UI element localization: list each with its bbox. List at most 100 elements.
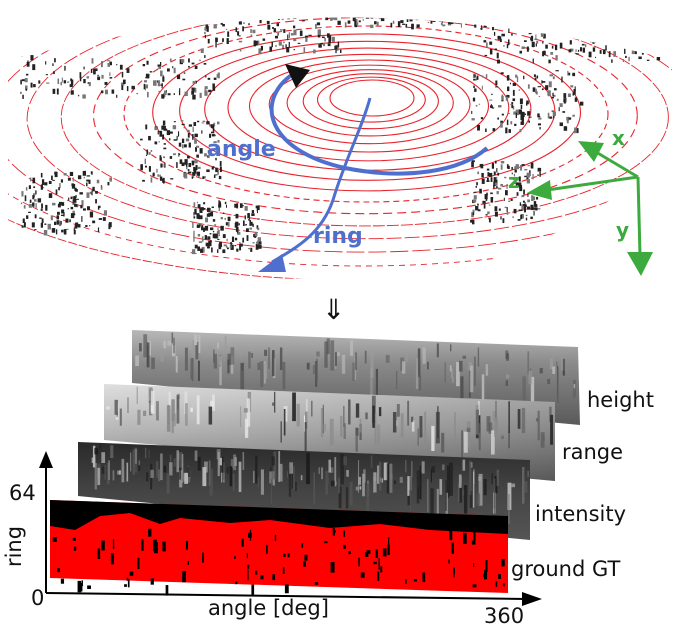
scan-point (486, 180, 490, 182)
scan-point (172, 66, 174, 69)
scan-point (192, 249, 196, 255)
scan-point (394, 10, 396, 12)
scan-point (58, 201, 63, 206)
scan-point (474, 18, 477, 25)
scan-point (518, 176, 521, 182)
scan-point (629, 32, 631, 35)
image-streak (112, 470, 115, 481)
x-axis-arrowhead (578, 141, 604, 162)
ground-speck (451, 542, 454, 554)
scan-point (144, 85, 146, 91)
scan-point (507, 86, 510, 92)
scan-point (569, 34, 571, 38)
image-streak (148, 388, 151, 399)
scan-ring (123, 25, 609, 203)
scan-point (169, 156, 173, 159)
scan-point (75, 222, 79, 227)
image-streak (501, 435, 504, 439)
scan-point (488, 172, 493, 177)
scan-point (121, 85, 124, 91)
scan-point (579, 19, 583, 23)
scan-point (158, 66, 162, 70)
scan-point (63, 173, 67, 176)
scan-point (193, 166, 196, 172)
scan-point (498, 105, 502, 108)
scan-point (563, 98, 566, 102)
scan-point (60, 214, 64, 217)
image-streak (409, 480, 412, 512)
scan-point (301, 20, 305, 22)
image-streak (121, 458, 125, 483)
image-streak (469, 365, 474, 393)
scan-point (54, 58, 56, 63)
scan-point (471, 160, 475, 163)
scan-point (223, 212, 225, 214)
scan-point (599, 22, 603, 25)
scan-point (202, 120, 206, 122)
image-streak (176, 450, 180, 473)
image-streak (138, 343, 142, 352)
image-streak (197, 456, 201, 471)
scan-point (526, 46, 529, 52)
image-streak (385, 354, 390, 363)
scan-point (186, 164, 188, 170)
scan-point (345, 3, 346, 7)
image-streak (221, 456, 224, 483)
scan-point (526, 100, 529, 105)
scan-point (508, 129, 511, 133)
scan-point (162, 74, 164, 77)
image-streak (506, 353, 510, 361)
scan-point (402, 23, 406, 25)
image-streak (108, 460, 110, 481)
image-streak (190, 407, 193, 412)
scan-point (377, 9, 379, 11)
scan-point (643, 43, 647, 48)
image-streak (293, 466, 295, 490)
scan-ring (8, 17, 672, 253)
scan-point (234, 237, 238, 241)
scan-point (472, 219, 475, 225)
image-streak (365, 412, 368, 420)
scan-point (566, 120, 569, 124)
scan-point (293, 25, 296, 29)
scan-point (601, 24, 605, 31)
image-streak (396, 404, 400, 417)
image-streak (442, 464, 445, 471)
scan-point (551, 45, 554, 49)
scan-point (58, 187, 60, 191)
scan-point (454, 2, 457, 6)
image-streak (377, 465, 380, 484)
scan-point (654, 36, 659, 41)
ground-speck (77, 580, 82, 593)
scan-point (584, 44, 587, 48)
scan-ring (302, 73, 439, 130)
scan-point (532, 207, 537, 210)
scan-point (161, 125, 165, 130)
scan-point (145, 165, 147, 168)
scan-point (193, 202, 196, 208)
image-streak (148, 449, 150, 459)
scan-point (183, 127, 186, 129)
ground-speck (234, 556, 236, 559)
scan-point (510, 198, 513, 201)
image-streak (556, 361, 558, 367)
ground-speck (235, 581, 238, 585)
scan-point (23, 205, 26, 209)
scan-point (101, 61, 103, 68)
image-streak (349, 481, 353, 506)
scan-point (534, 77, 537, 81)
scan-point (619, 40, 622, 47)
scan-point (192, 171, 196, 176)
scan-point (145, 124, 148, 130)
image-streak (376, 424, 381, 445)
scan-point (491, 163, 495, 169)
scan-point (20, 79, 22, 85)
scan-point (539, 21, 542, 26)
scan-point (255, 14, 257, 15)
scan-point (81, 200, 84, 206)
scan-point (229, 245, 232, 249)
scan-point (496, 168, 498, 173)
image-streak (378, 407, 382, 417)
scan-point (502, 218, 505, 224)
scan-point (510, 121, 513, 125)
